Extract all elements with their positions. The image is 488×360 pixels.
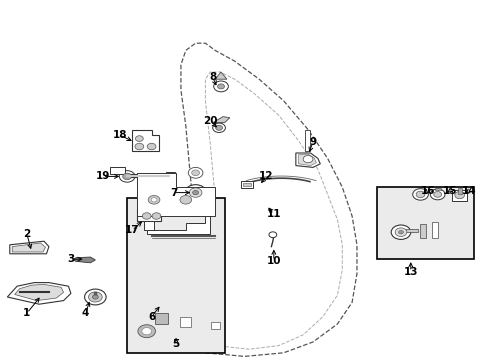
- Circle shape: [212, 123, 225, 132]
- Text: 5: 5: [172, 339, 179, 349]
- Text: 6: 6: [148, 312, 155, 322]
- Circle shape: [188, 167, 203, 178]
- Bar: [304, 130, 309, 151]
- Circle shape: [191, 170, 199, 176]
- Polygon shape: [144, 221, 154, 230]
- Polygon shape: [132, 130, 159, 151]
- Bar: [431, 222, 437, 238]
- Bar: [165, 172, 174, 180]
- Bar: [451, 190, 466, 201]
- Circle shape: [184, 185, 206, 201]
- Polygon shape: [146, 216, 210, 234]
- Text: 15: 15: [442, 186, 456, 196]
- Polygon shape: [295, 153, 320, 167]
- Text: 11: 11: [266, 209, 281, 219]
- Circle shape: [433, 192, 441, 197]
- Circle shape: [142, 328, 151, 335]
- Bar: [240, 181, 253, 188]
- Circle shape: [119, 171, 135, 182]
- Bar: [210, 322, 219, 329]
- Polygon shape: [213, 117, 229, 122]
- Polygon shape: [7, 283, 71, 304]
- Circle shape: [303, 156, 312, 163]
- Circle shape: [148, 195, 160, 204]
- Text: 19: 19: [95, 171, 110, 181]
- Text: 12: 12: [259, 171, 273, 181]
- Circle shape: [390, 225, 410, 239]
- Circle shape: [142, 213, 151, 219]
- Circle shape: [189, 188, 202, 197]
- Circle shape: [84, 289, 106, 305]
- Circle shape: [122, 173, 131, 180]
- Text: 1: 1: [23, 308, 30, 318]
- Bar: [110, 167, 124, 174]
- Circle shape: [217, 84, 224, 89]
- Circle shape: [412, 189, 427, 200]
- Bar: [242, 183, 251, 186]
- Polygon shape: [15, 284, 63, 301]
- Bar: [457, 188, 461, 194]
- Bar: [180, 317, 191, 327]
- Text: 14: 14: [461, 186, 476, 196]
- Circle shape: [213, 81, 228, 92]
- Text: 20: 20: [203, 116, 217, 126]
- Circle shape: [147, 143, 156, 150]
- Polygon shape: [10, 241, 49, 254]
- Polygon shape: [215, 72, 226, 79]
- Circle shape: [92, 295, 98, 299]
- Circle shape: [429, 189, 444, 200]
- Circle shape: [192, 190, 198, 195]
- Bar: [94, 292, 97, 295]
- Circle shape: [135, 136, 143, 141]
- Circle shape: [138, 325, 155, 338]
- Circle shape: [394, 228, 406, 237]
- Bar: [434, 188, 440, 190]
- Text: 9: 9: [309, 137, 316, 147]
- Circle shape: [151, 198, 157, 202]
- Polygon shape: [298, 154, 316, 166]
- Bar: [127, 198, 224, 353]
- Polygon shape: [137, 173, 215, 216]
- Bar: [154, 313, 168, 324]
- Text: 8: 8: [209, 72, 216, 82]
- Text: 2: 2: [23, 229, 30, 239]
- Circle shape: [135, 143, 143, 150]
- Text: 7: 7: [169, 188, 177, 198]
- Text: 18: 18: [112, 130, 127, 140]
- Bar: [376, 187, 473, 259]
- Text: 10: 10: [266, 256, 281, 266]
- Circle shape: [268, 232, 276, 238]
- Polygon shape: [73, 257, 95, 263]
- Circle shape: [88, 292, 102, 302]
- Circle shape: [152, 213, 161, 219]
- Circle shape: [215, 125, 222, 130]
- Text: 13: 13: [403, 267, 417, 277]
- Circle shape: [398, 230, 403, 234]
- Circle shape: [454, 192, 464, 199]
- Text: 17: 17: [124, 225, 139, 235]
- Text: 3: 3: [67, 254, 74, 264]
- Text: 16: 16: [420, 186, 434, 196]
- Polygon shape: [137, 209, 161, 221]
- Text: 4: 4: [81, 308, 89, 318]
- Bar: [419, 224, 425, 238]
- Circle shape: [180, 195, 191, 204]
- Circle shape: [415, 191, 424, 198]
- Polygon shape: [12, 243, 45, 252]
- Bar: [403, 229, 417, 232]
